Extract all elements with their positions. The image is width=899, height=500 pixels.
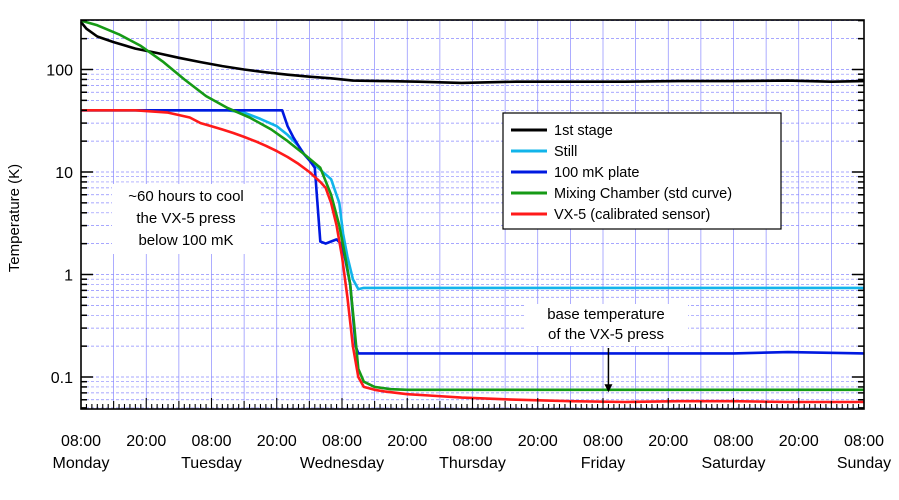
legend-entry: Mixing Chamber (std curve) xyxy=(554,186,732,202)
x-tick-label: 08:00 xyxy=(61,433,101,450)
legend-entry: VX-5 (calibrated sensor) xyxy=(554,207,710,223)
annotation-background xyxy=(526,304,688,346)
legend-box xyxy=(502,112,782,230)
x-tick-label: 08:00 xyxy=(191,433,231,450)
annotation-cooldown-text: ~60 hours to cool xyxy=(128,188,244,205)
annotation-background xyxy=(112,184,260,254)
y-tick-label: 1 xyxy=(64,268,73,285)
axis-ticks: 0.1 1 10 100 08:00 Monday 20:00 08:00 Tuesday 20:… xyxy=(46,19,891,472)
y-axis-title: Temperature (K) xyxy=(6,164,23,272)
series-line-mixing-chamber-std-curve xyxy=(80,19,864,392)
x-tick-label: 20:00 xyxy=(257,433,297,450)
x-tick-label: 08:00 xyxy=(322,433,362,450)
x-day-label: Sunday xyxy=(837,455,891,472)
series-line-100-mk-plate xyxy=(81,109,865,355)
x-tick-label: 08:00 xyxy=(452,433,492,450)
x-tick-label: 08:00 xyxy=(713,433,753,450)
x-day-label: Tuesday xyxy=(181,455,242,472)
annotation-arrow-head xyxy=(604,384,613,393)
x-tick-label: 20:00 xyxy=(648,433,688,450)
x-day-label: Saturday xyxy=(701,455,765,472)
x-tick-label: 20:00 xyxy=(126,433,166,450)
x-day-label: Friday xyxy=(581,455,625,472)
legend-entry: Still xyxy=(554,144,577,160)
x-day-label: Wednesday xyxy=(300,455,384,472)
x-tick-label: 20:00 xyxy=(387,433,427,450)
annotation-base-temp-text: of the VX-5 press xyxy=(548,326,664,343)
series-line-still xyxy=(81,109,864,291)
x-day-label: Monday xyxy=(53,455,110,472)
annotation-cooldown-text: the VX-5 press xyxy=(136,210,235,227)
series-line-1st-stage xyxy=(79,21,865,85)
y-tick-label: 10 xyxy=(55,165,73,182)
series-layer xyxy=(79,19,865,404)
x-tick-label: 08:00 xyxy=(583,433,623,450)
legend: 1st stage Still 100 mK plate Mixing Chamber… xyxy=(502,112,782,230)
legend-entry: 1st stage xyxy=(554,123,613,139)
legend-entry: 100 mK plate xyxy=(554,165,639,181)
x-tick-label: 08:00 xyxy=(844,433,884,450)
y-tick-label: 0.1 xyxy=(51,370,73,387)
series-line-vx-5-calibrated-sensor xyxy=(81,109,864,404)
annotations: ~60 hours to cool the VX-5 press below 100… xyxy=(112,184,688,393)
x-tick-label: 20:00 xyxy=(779,433,819,450)
x-day-label: Thursday xyxy=(439,455,506,472)
annotation-base-temp-text: base temperature xyxy=(547,306,665,323)
y-tick-label: 100 xyxy=(46,63,73,80)
annotation-cooldown-text: below 100 mK xyxy=(138,232,233,249)
x-tick-label: 20:00 xyxy=(518,433,558,450)
